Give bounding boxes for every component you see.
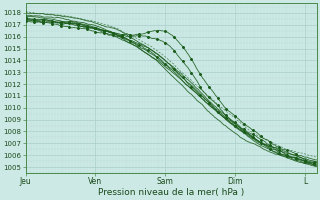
X-axis label: Pression niveau de la mer( hPa ): Pression niveau de la mer( hPa ) bbox=[98, 188, 244, 197]
